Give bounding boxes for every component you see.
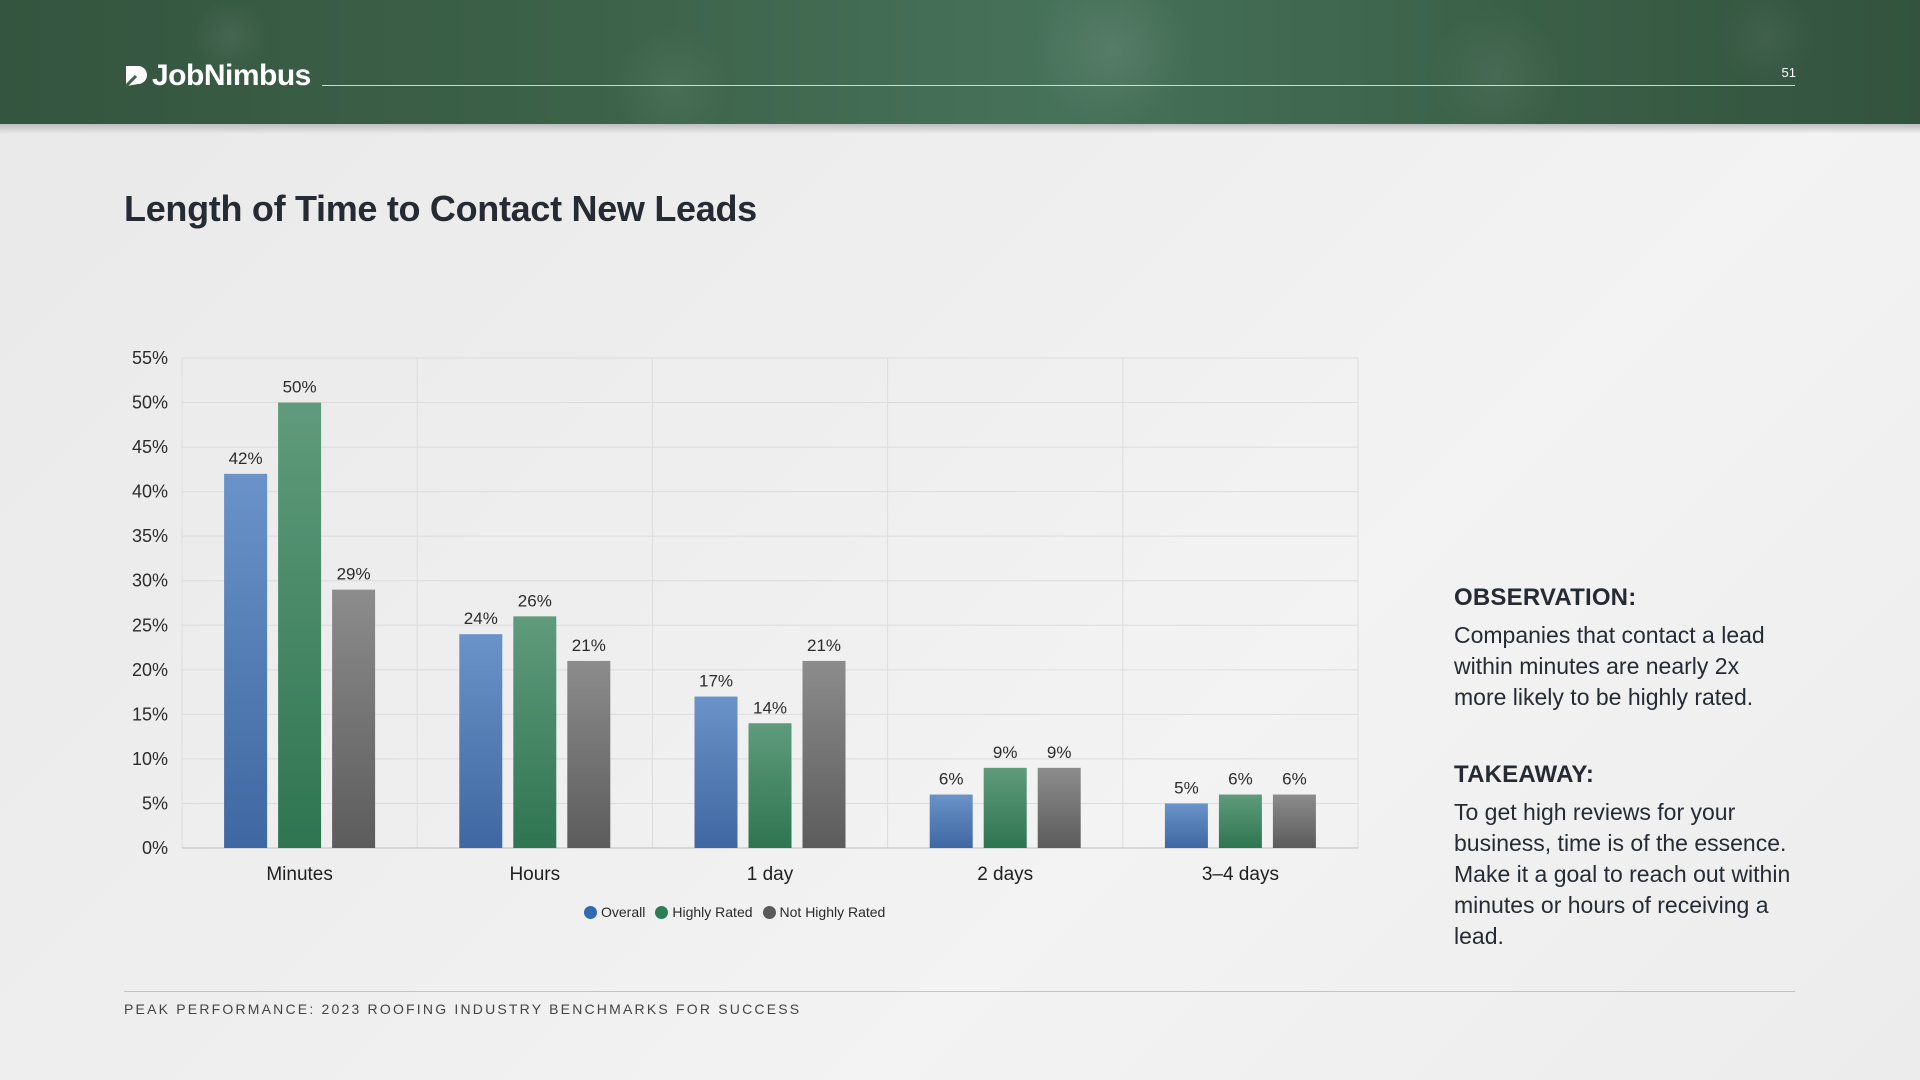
data-label: 9% xyxy=(1047,743,1072,762)
header-banner xyxy=(0,0,1920,124)
y-tick-label: 15% xyxy=(132,704,168,724)
page-number: 51 xyxy=(1781,65,1796,80)
observation-block: OBSERVATION: Companies that contact a le… xyxy=(1454,584,1794,713)
bar xyxy=(278,402,322,848)
data-label: 6% xyxy=(939,770,964,789)
legend-swatch-not-highly-rated xyxy=(762,905,776,919)
observation-text: Companies that contact a lead within min… xyxy=(1454,622,1765,710)
bar xyxy=(567,660,611,848)
bar xyxy=(459,634,503,848)
bar xyxy=(929,794,973,848)
data-label: 14% xyxy=(753,698,787,717)
y-tick-label: 50% xyxy=(132,393,168,413)
takeaway-block: TAKEAWAY: To get high reviews for your b… xyxy=(1454,761,1794,952)
data-label: 17% xyxy=(699,672,733,691)
data-label: 26% xyxy=(518,591,552,610)
y-tick-label: 35% xyxy=(132,526,168,546)
y-tick-label: 30% xyxy=(132,571,168,591)
bar xyxy=(1164,803,1208,848)
legend-item-highly-rated: Highly Rated xyxy=(655,904,753,920)
data-label: 6% xyxy=(1228,770,1253,789)
y-tick-label: 25% xyxy=(132,615,168,635)
legend-label-not-highly-rated: Not Highly Rated xyxy=(779,904,886,920)
bar xyxy=(513,616,557,848)
bar xyxy=(748,723,792,848)
bar xyxy=(694,696,738,848)
header-rule xyxy=(322,85,1795,86)
footer-rule xyxy=(124,991,1795,992)
data-label: 21% xyxy=(572,636,606,655)
data-label: 29% xyxy=(337,565,371,584)
observation-heading: OBSERVATION: xyxy=(1454,584,1637,611)
page-title: Length of Time to Contact New Leads xyxy=(124,188,757,229)
data-label: 42% xyxy=(229,449,263,468)
x-category-label: 3–4 days xyxy=(1202,864,1279,885)
x-category-label: Minutes xyxy=(266,864,333,885)
bar-chart: 0% 5% 10% 15% 20% 25% 30% 35% 40% 45% 50% 55% 42% 50%… xyxy=(132,348,1359,885)
data-label: 6% xyxy=(1282,770,1307,789)
legend-swatch-overall xyxy=(584,905,597,919)
takeaway-heading: TAKEAWAY: xyxy=(1454,761,1595,788)
chart-legend: Overall Highly Rated Not Highly Rated xyxy=(584,904,885,920)
x-category-label: 1 day xyxy=(747,864,794,885)
header-shadow xyxy=(0,124,1920,134)
data-label: 21% xyxy=(807,636,841,655)
y-tick-label: 45% xyxy=(132,437,168,457)
bar xyxy=(983,767,1027,848)
logo-mark-icon xyxy=(124,66,147,88)
data-label: 5% xyxy=(1174,778,1199,797)
footer-text: PEAK PERFORMANCE: 2023 ROOFING INDUSTRY … xyxy=(124,1001,802,1017)
bar xyxy=(1218,794,1262,848)
y-tick-label: 55% xyxy=(132,348,168,368)
bar xyxy=(224,473,268,848)
legend-label-highly-rated: Highly Rated xyxy=(672,904,753,920)
legend-label-overall: Overall xyxy=(601,904,646,920)
brand-logo: JobNimbus xyxy=(124,58,311,94)
data-label: 50% xyxy=(283,378,317,397)
y-tick-label: 0% xyxy=(142,838,168,858)
y-tick-label: 40% xyxy=(132,482,168,502)
legend-item-overall: Overall xyxy=(584,904,645,920)
takeaway-text: To get high reviews for your business, t… xyxy=(1454,799,1791,949)
bar xyxy=(1037,767,1081,848)
x-category-label: Hours xyxy=(509,864,560,885)
bar xyxy=(1272,794,1316,848)
y-tick-label: 5% xyxy=(142,793,168,813)
bar xyxy=(332,589,376,848)
legend-swatch-highly-rated xyxy=(655,905,669,919)
bar xyxy=(802,660,846,848)
y-tick-label: 20% xyxy=(132,660,168,680)
y-tick-label: 10% xyxy=(132,749,168,769)
brand-name: JobNimbus xyxy=(152,59,311,92)
data-label: 24% xyxy=(464,609,498,628)
data-label: 9% xyxy=(993,743,1018,762)
legend-item-not-highly-rated: Not Highly Rated xyxy=(762,904,886,920)
x-category-label: 2 days xyxy=(977,864,1033,885)
